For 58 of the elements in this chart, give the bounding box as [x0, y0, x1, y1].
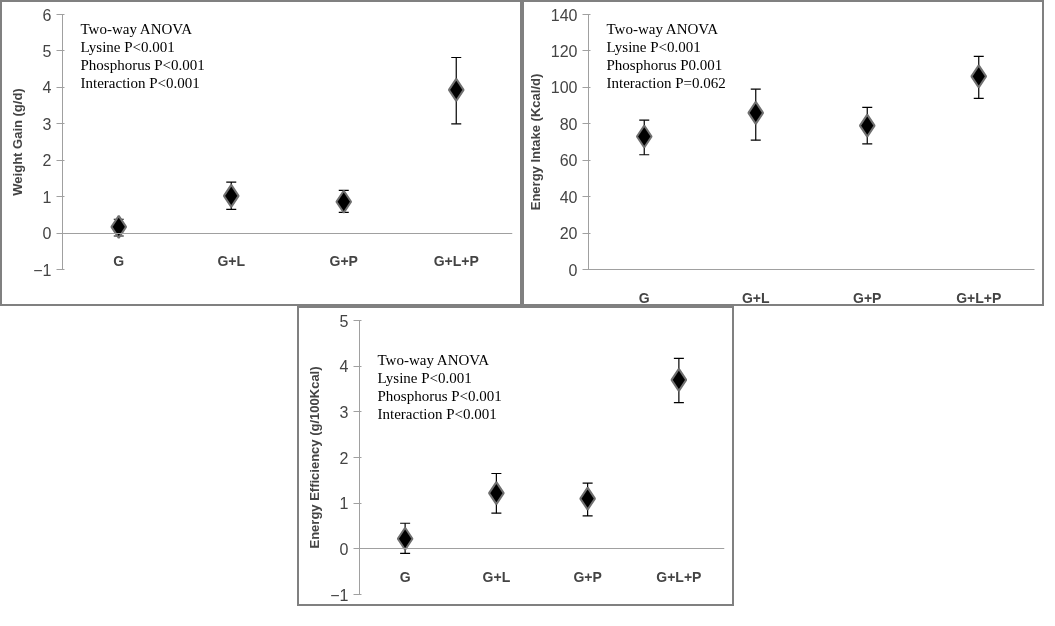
- annotation: Phosphorus P<0.001: [377, 387, 502, 404]
- annotation: Lysine P<0.001: [80, 38, 175, 55]
- annotation: Interaction P<0.001: [80, 74, 200, 91]
- annotation: Two-way ANOVA: [80, 20, 193, 37]
- annotation: Interaction P<0.001: [377, 405, 497, 422]
- point: [670, 367, 688, 392]
- y-tick-label: 140: [550, 6, 578, 24]
- point: [110, 214, 128, 239]
- point: [635, 124, 653, 149]
- y-tick-label: 0: [339, 540, 349, 558]
- annotation: Lysine P<0.001: [606, 38, 701, 55]
- y-tick-label: 60: [559, 152, 578, 170]
- y-tick-label: 3: [42, 115, 52, 133]
- y-tick-label: 6: [42, 6, 52, 24]
- y-tick-label: 100: [550, 79, 578, 97]
- y-axis-title: Weight Gain (g/d): [10, 88, 26, 196]
- point: [858, 113, 876, 138]
- y-tick-label: −1: [33, 261, 52, 279]
- x-tick-label: G+P: [853, 289, 882, 306]
- annotation: Phosphorus P0.001: [606, 56, 723, 73]
- x-tick-label: G+L+P: [956, 289, 1002, 306]
- x-tick-label: G+L: [482, 568, 511, 585]
- x-tick-label: G+L: [217, 253, 246, 270]
- point: [747, 100, 765, 125]
- annotation: Phosphorus P<0.001: [80, 56, 205, 73]
- y-tick-label: 0: [568, 261, 578, 279]
- x-tick-label: G+P: [573, 568, 602, 585]
- point: [396, 526, 414, 551]
- annotation: Lysine P<0.001: [377, 369, 472, 386]
- x-tick-label: G+P: [329, 253, 358, 270]
- point: [447, 77, 465, 102]
- y-tick-label: 80: [559, 115, 578, 133]
- y-tick-label: 5: [42, 42, 52, 60]
- y-tick-label: 2: [339, 449, 349, 467]
- point: [970, 64, 988, 89]
- x-tick-label: G+L: [741, 289, 771, 306]
- x-tick-label: G: [638, 289, 650, 306]
- y-axis-title: Energy Intake (Kcal/d): [527, 73, 543, 211]
- y-tick-label: 2: [42, 152, 52, 170]
- x-tick-label: G: [113, 253, 125, 270]
- y-tick-label: 1: [42, 188, 52, 206]
- y-tick-label: 0: [42, 225, 52, 243]
- annotation: Two-way ANOVA: [377, 351, 490, 368]
- y-tick-label: 1: [339, 495, 349, 513]
- x-tick-label: G: [399, 568, 411, 585]
- y-tick-label: 120: [550, 42, 578, 60]
- annotation: Interaction P=0.062: [606, 74, 726, 91]
- y-tick-label: 5: [339, 312, 349, 330]
- y-tick-label: 4: [42, 79, 52, 97]
- y-tick-label: 20: [559, 225, 578, 243]
- annotation: Two-way ANOVA: [606, 20, 719, 37]
- x-tick-label: G+L+P: [656, 568, 702, 585]
- y-tick-label: 3: [339, 403, 349, 421]
- y-axis-title: Energy Efficiency (g/100Kcal): [307, 366, 323, 549]
- y-tick-label: −1: [330, 586, 349, 604]
- x-tick-label: G+L+P: [433, 253, 479, 270]
- y-tick-label: 40: [559, 188, 578, 206]
- y-tick-label: 4: [339, 358, 349, 376]
